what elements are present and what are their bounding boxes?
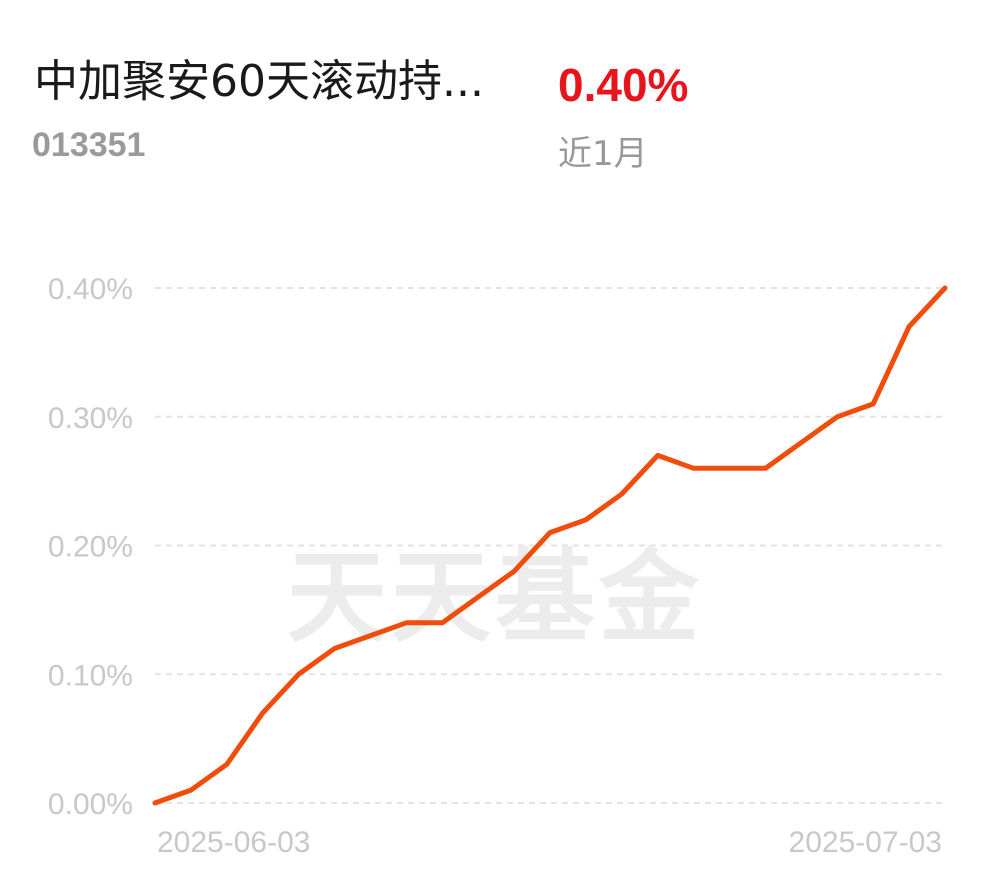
x-tick-end: 2025-07-03 [789,826,942,859]
series-line-group [152,285,948,806]
fund-code: 013351 [32,126,146,164]
watermark: 天天基金 [287,539,703,656]
x-tick-start: 2025-06-03 [157,826,310,859]
fund-name: 中加聚安60天滚动持... [34,56,484,107]
period-label: 近1月 [558,134,648,174]
return-value: 0.40% [558,59,689,111]
y-tick-label: 0.30% [48,402,133,435]
y-axis-ticks: 0.00% 0.10% 0.20% 0.30% 0.40% [48,273,133,821]
y-tick-label: 0.40% [48,273,133,306]
y-tick-label: 0.00% [48,788,133,821]
x-axis-ticks: 2025-06-03 2025-07-03 [157,826,942,859]
series-line [152,285,948,806]
y-tick-label: 0.20% [48,531,133,564]
y-tick-label: 0.10% [48,659,133,692]
